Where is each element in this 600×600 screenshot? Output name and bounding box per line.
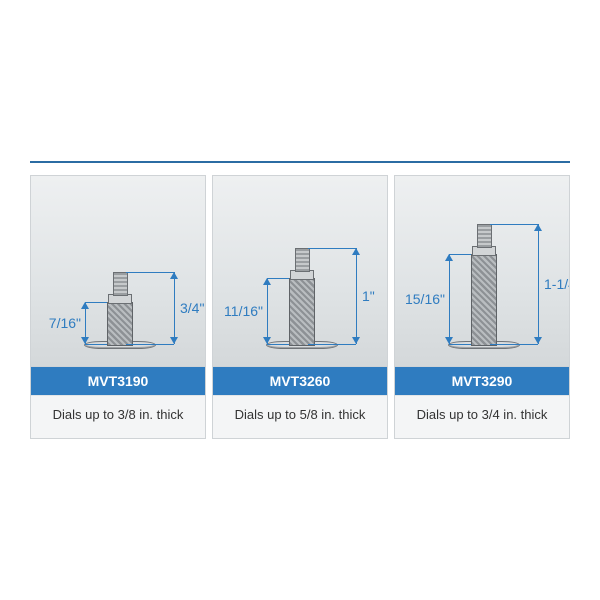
arrow-down-icon bbox=[445, 337, 453, 344]
dimension-line bbox=[449, 254, 450, 344]
model-number: MVT3260 bbox=[213, 366, 387, 395]
model-number: MVT3290 bbox=[395, 366, 569, 395]
dimension-extension bbox=[85, 344, 107, 345]
dimension-line bbox=[267, 278, 268, 344]
product-diagram: 11/16" 1" bbox=[213, 176, 387, 366]
arrow-up-icon bbox=[352, 248, 360, 255]
threaded-shaft bbox=[289, 278, 315, 346]
top-rule bbox=[30, 161, 570, 163]
dimension-line bbox=[174, 272, 175, 344]
product-diagram: 7/16" 3/4" bbox=[31, 176, 205, 366]
dimension-extension bbox=[126, 344, 175, 345]
dimension-extension bbox=[267, 278, 289, 279]
product-description: Dials up to 3/4 in. thick bbox=[395, 395, 569, 438]
arrow-down-icon bbox=[263, 337, 271, 344]
dimension-label: 7/16" bbox=[39, 315, 81, 331]
threaded-tip bbox=[477, 224, 492, 248]
dimension-line bbox=[356, 248, 357, 344]
model-number: MVT3190 bbox=[31, 366, 205, 395]
product-card: 11/16" 1" MVT3260 Dials up to 5/8 in. thi… bbox=[212, 175, 388, 439]
arrow-up-icon bbox=[81, 302, 89, 309]
product-diagram: 15/16" 1-1/4" bbox=[395, 176, 569, 366]
dimension-extension bbox=[490, 344, 539, 345]
dimension-extension bbox=[490, 224, 539, 225]
product-card: 7/16" 3/4" MVT3190 Dials up to 3/8 in. th… bbox=[30, 175, 206, 439]
threaded-tip bbox=[113, 272, 128, 296]
dimension-extension bbox=[308, 248, 357, 249]
dimension-line bbox=[538, 224, 539, 344]
product-description: Dials up to 5/8 in. thick bbox=[213, 395, 387, 438]
dimension-label: 15/16" bbox=[403, 291, 445, 307]
arrow-up-icon bbox=[170, 272, 178, 279]
dimension-extension bbox=[449, 344, 471, 345]
arrow-up-icon bbox=[534, 224, 542, 231]
arrow-up-icon bbox=[263, 278, 271, 285]
dimension-extension bbox=[308, 344, 357, 345]
arrow-down-icon bbox=[170, 337, 178, 344]
dimension-label: 3/4" bbox=[180, 300, 204, 316]
threaded-shaft bbox=[471, 254, 497, 346]
threaded-shaft bbox=[107, 302, 133, 346]
product-size-chart: 7/16" 3/4" MVT3190 Dials up to 3/8 in. th… bbox=[30, 161, 570, 439]
dimension-label: 11/16" bbox=[221, 303, 263, 319]
dimension-extension bbox=[85, 302, 107, 303]
dimension-extension bbox=[267, 344, 289, 345]
card-row: 7/16" 3/4" MVT3190 Dials up to 3/8 in. th… bbox=[30, 175, 570, 439]
dimension-extension bbox=[126, 272, 175, 273]
dimension-label: 1" bbox=[362, 288, 375, 304]
product-description: Dials up to 3/8 in. thick bbox=[31, 395, 205, 438]
product-card: 15/16" 1-1/4" MVT3290 Dials up to 3/4 in.… bbox=[394, 175, 570, 439]
dimension-label: 1-1/4" bbox=[544, 276, 569, 292]
arrow-down-icon bbox=[534, 337, 542, 344]
dimension-extension bbox=[449, 254, 471, 255]
arrow-down-icon bbox=[352, 337, 360, 344]
threaded-tip bbox=[295, 248, 310, 272]
arrow-down-icon bbox=[81, 337, 89, 344]
arrow-up-icon bbox=[445, 254, 453, 261]
